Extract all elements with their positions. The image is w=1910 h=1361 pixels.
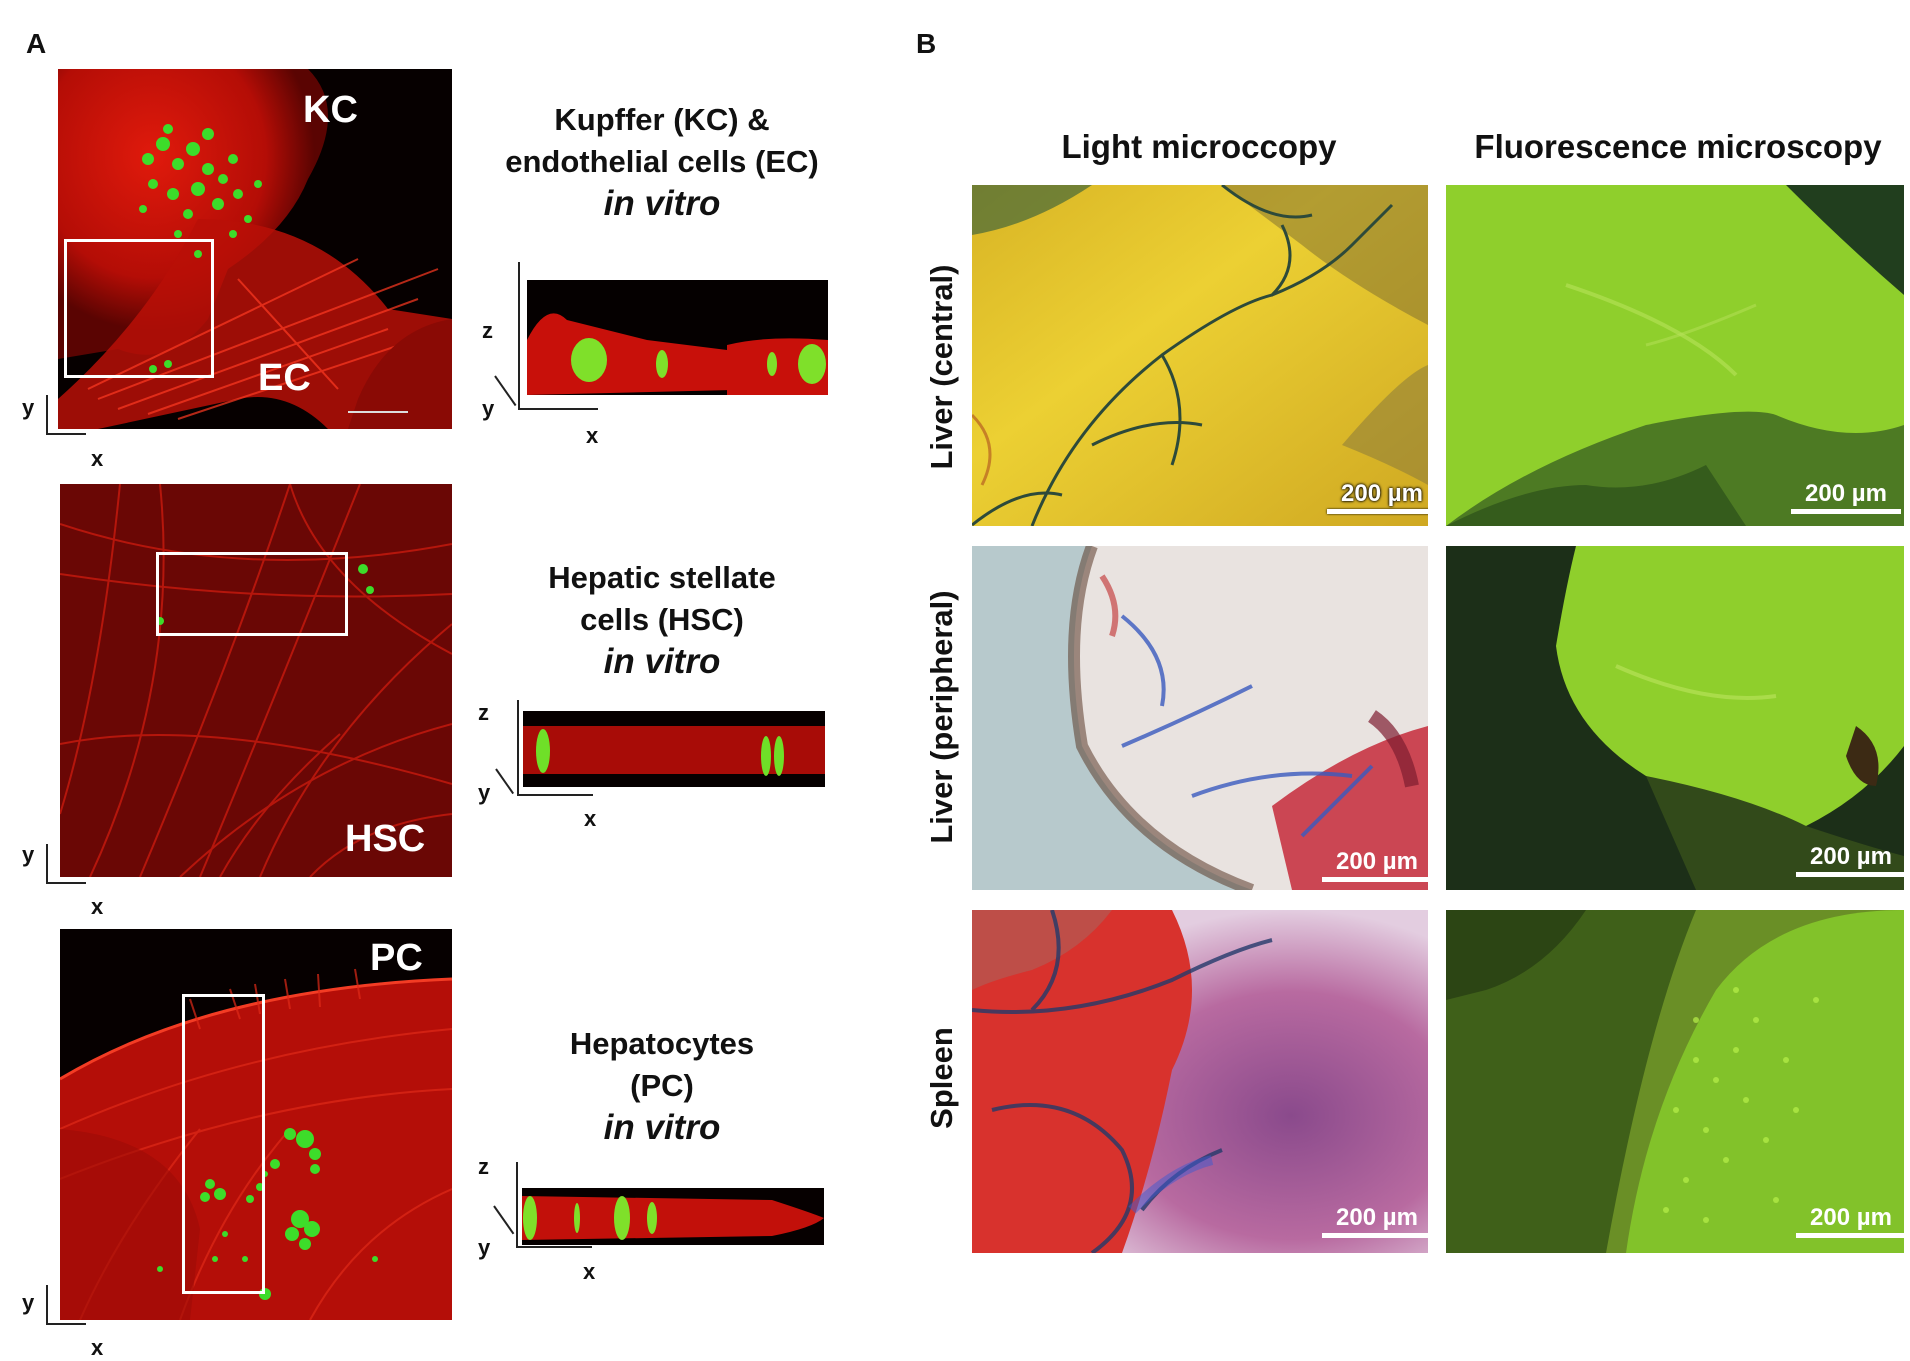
scale-bar: 200 µm — [1796, 1205, 1904, 1238]
scale-bar: 200 µm — [1796, 844, 1904, 877]
pc-xz-section — [522, 1188, 824, 1245]
panel-a-letter: A — [26, 28, 47, 59]
hsc-caption: Hepatic stellate cells (HSC) in vitro — [548, 560, 776, 681]
row-header-liver-peripheral: Liver (peripheral) — [924, 590, 959, 844]
caption-line-1: Kupffer (KC) & — [554, 102, 770, 137]
kc-ec-xy-micrograph: KC EC — [58, 69, 452, 429]
ec-label: EC — [258, 357, 311, 399]
xy-axis-lines — [46, 395, 48, 435]
scale-bar: 200 µm — [1322, 849, 1428, 882]
axis-x-label: x — [91, 446, 104, 471]
row-header-spleen: Spleen — [924, 1027, 959, 1129]
kc-label: KC — [303, 89, 358, 131]
scale-bar: 200 µm — [1327, 481, 1428, 514]
roi-box — [182, 994, 265, 1294]
liver-central-fluorescence-image: 200 µm — [1446, 185, 1904, 526]
scale-bar-small — [348, 411, 408, 413]
row-header-liver-central: Liver (central) — [924, 264, 959, 470]
panel-b-letter: B — [916, 28, 937, 59]
spleen-light-image: 200 µm — [972, 910, 1428, 1253]
caption-italic: in vitro — [603, 184, 721, 223]
pc-caption: Hepatocytes (PC) in vitro — [569, 1026, 755, 1147]
spleen-fluorescence-image: 200 µm — [1446, 910, 1904, 1253]
pc-xy-micrograph: PC — [60, 929, 452, 1320]
scale-bar: 200 µm — [1322, 1205, 1428, 1238]
roi-box — [156, 552, 348, 636]
liver-peripheral-fluorescence-image: 200 µm — [1446, 546, 1904, 890]
liver-peripheral-light-image: 200 µm — [972, 546, 1428, 890]
column-header-light: Light microccopy — [1061, 128, 1337, 165]
column-header-fluorescence: Fluorescence microscopy — [1474, 128, 1882, 165]
hsc-xz-section — [523, 711, 825, 787]
kc-ec-caption: Kupffer (KC) & endothelial cells (EC) in… — [482, 99, 842, 225]
liver-central-light-image: 200 µm — [972, 185, 1428, 526]
caption-line-2: endothelial cells (EC) — [505, 144, 819, 179]
scale-bar: 200 µm — [1791, 481, 1901, 514]
kc-ec-xz-section — [527, 280, 828, 395]
axis-y-label: y — [22, 395, 35, 420]
hsc-xy-micrograph: HSC — [60, 484, 452, 877]
pc-label: PC — [370, 937, 423, 979]
roi-box — [64, 239, 214, 378]
hsc-label: HSC — [345, 818, 426, 860]
